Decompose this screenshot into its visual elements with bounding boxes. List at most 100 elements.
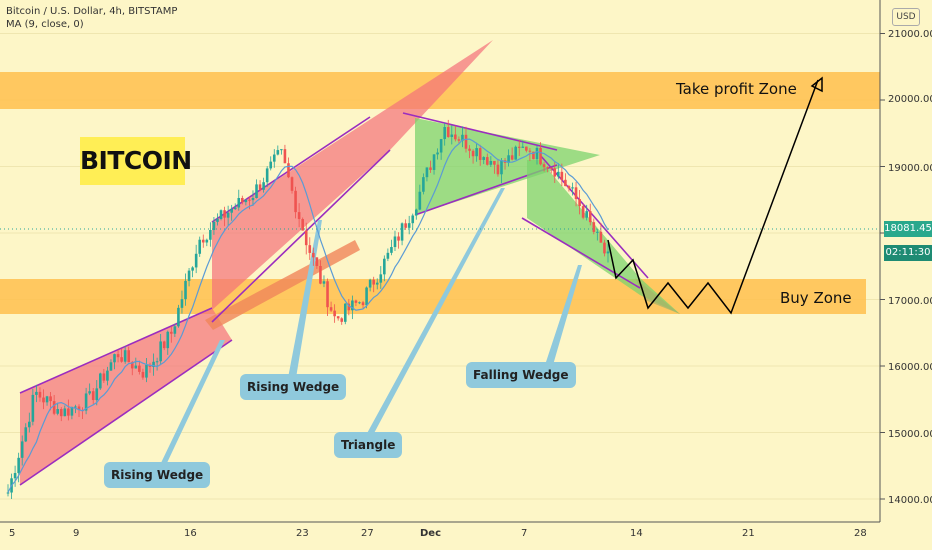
candle-body (272, 154, 276, 162)
candle-body (56, 409, 60, 414)
candle-body (201, 239, 205, 243)
candle-body (560, 171, 564, 180)
candle-body (581, 206, 585, 218)
candle-body (336, 316, 340, 319)
candle-body (297, 212, 301, 220)
price-tick: 14000.00 (888, 495, 932, 506)
candle-body (443, 127, 446, 140)
candle-body (159, 341, 162, 362)
rising-wedge-2-area (212, 40, 493, 310)
candle-body (223, 210, 226, 218)
chart-legend: Bitcoin / U.S. Dollar, 4h, BITSTAMP MA (… (6, 5, 177, 31)
falling-wedge-callout: Falling Wedge (466, 362, 576, 388)
candle-body (120, 357, 123, 362)
candle-body (400, 223, 404, 241)
candle-body (241, 197, 244, 203)
candle-body (301, 219, 304, 231)
candle-body (471, 150, 475, 157)
take-profit-zone-label: Take profit Zone (676, 80, 797, 98)
candle-body (482, 157, 486, 160)
candle-body (329, 307, 333, 311)
candle-body (372, 279, 375, 285)
candle-body (184, 280, 187, 300)
candle-body (464, 134, 468, 149)
price-tick: 15000.00 (888, 429, 932, 440)
candle-body (130, 362, 134, 369)
candle-body (209, 229, 212, 240)
candle-body (599, 231, 603, 243)
candle-body (70, 406, 74, 416)
candle-body (180, 299, 184, 308)
candlesticks (6, 119, 610, 500)
candle-body (84, 393, 88, 411)
candle-body (485, 157, 489, 165)
indicator-label[interactable]: MA (9, close, 0) (6, 19, 84, 30)
buy-zone (0, 279, 866, 314)
candle-body (489, 160, 493, 165)
rising-wedge-1-projection (205, 240, 360, 330)
candle-body (152, 361, 155, 367)
candle-body (102, 373, 106, 381)
callout-pointer-1 (160, 340, 225, 465)
time-tick: 16 (184, 528, 197, 539)
moving-average-line (7, 138, 609, 493)
candle-body (379, 274, 383, 283)
bitcoin-title-badge: BITCOIN (80, 137, 192, 185)
candle-body (510, 155, 514, 160)
currency-button[interactable]: USD (892, 8, 920, 26)
time-tick: 28 (854, 528, 867, 539)
candle-body (553, 168, 557, 177)
candle-body (52, 401, 56, 414)
candle-body (411, 215, 415, 224)
price-tick: 21000.00 (888, 29, 932, 40)
candle-body (514, 146, 517, 160)
candle-body (109, 362, 113, 371)
candle-body (155, 361, 159, 363)
candle-body (127, 350, 131, 363)
time-tick: 23 (296, 528, 309, 539)
candle-body (138, 365, 141, 372)
candle-body (248, 199, 251, 201)
candle-body (478, 148, 482, 160)
candle-body (549, 167, 553, 169)
candle-body (450, 134, 454, 137)
candle-body (166, 331, 170, 349)
candle-body (358, 302, 361, 304)
candle-body (414, 209, 418, 216)
candle-body (315, 257, 319, 267)
candle-body (351, 300, 354, 311)
candle-body (322, 281, 326, 284)
candle-body (354, 300, 358, 303)
candle-body (95, 388, 99, 401)
price-tick: 20000.00 (888, 94, 932, 105)
candle-body (375, 282, 379, 285)
candle-body (390, 247, 393, 253)
candle-body (276, 150, 280, 155)
time-tick: 21 (742, 528, 755, 539)
candle-body (567, 186, 571, 189)
candle-body (42, 397, 45, 403)
candle-body (28, 421, 31, 428)
candle-body (212, 221, 216, 230)
callout-pointer-3 (365, 188, 505, 437)
candle-body (525, 146, 528, 151)
candle-body (308, 245, 312, 253)
candle-body (113, 354, 116, 363)
candle-body (45, 396, 49, 403)
triangle-area (415, 118, 600, 215)
candle-body (475, 148, 478, 157)
symbol-label[interactable]: Bitcoin / U.S. Dollar, 4h, BITSTAMP (6, 6, 178, 17)
candle-body (571, 187, 574, 189)
candle-body (59, 409, 63, 417)
candle-body (67, 408, 70, 416)
candle-body (173, 326, 177, 334)
projection-path (607, 79, 819, 315)
candle-body (500, 160, 503, 175)
candle-body (546, 167, 549, 169)
rising-wedge-1-area (20, 308, 232, 485)
candle-body (521, 146, 525, 148)
candle-body (507, 155, 510, 163)
candle-body (255, 184, 258, 199)
candle-body (262, 182, 265, 190)
